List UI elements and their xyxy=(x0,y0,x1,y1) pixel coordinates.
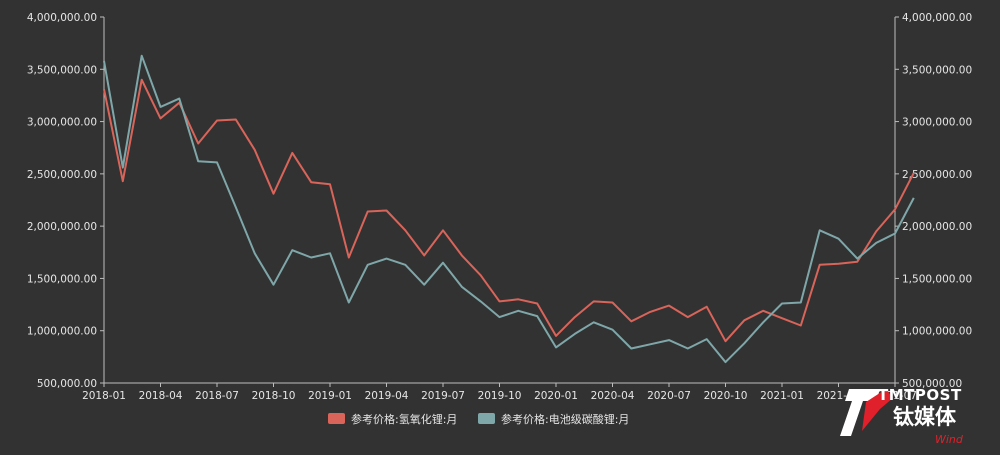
legend-item-lithium-hydroxide[interactable]: 参考价格:氢氧化锂:月 xyxy=(328,412,457,426)
legend-label-lithium-hydroxide: 参考价格:氢氧化锂:月 xyxy=(351,412,457,426)
series-layer xyxy=(103,54,915,364)
series-line-lithium-carbonate xyxy=(103,54,915,364)
left-tick-label: 2,500,000.00 xyxy=(27,169,97,181)
right-tick-label: 1,500,000.00 xyxy=(902,273,972,285)
left-tick-label: 1,500,000.00 xyxy=(27,273,97,285)
x-tick-label: 2018-07 xyxy=(195,390,239,402)
x-tick-label: 2019-07 xyxy=(421,390,465,402)
right-tick-label: 3,500,000.00 xyxy=(902,64,972,76)
x-tick-label: 2020-07 xyxy=(647,390,691,402)
right-tick-label: 500,000.00 xyxy=(902,378,962,390)
series-line-lithium-hydroxide xyxy=(103,78,915,343)
right-tick-label: 1,000,000.00 xyxy=(902,326,972,338)
x-ticks: 2018-01 2018-04 2018-07 2018-10 2019-01 2019-… xyxy=(82,383,917,402)
legend-swatch-lithium-hydroxide xyxy=(328,413,345,424)
tmtpost-logo-icon xyxy=(840,389,893,436)
right-y-ticks: 4,000,000.00 3,500,000.00 3,000,000.00 2,50… xyxy=(895,12,972,390)
x-tick-label: 2020-04 xyxy=(591,390,635,402)
x-tick-label: 2020-01 xyxy=(534,390,578,402)
left-tick-label: 2,000,000.00 xyxy=(27,221,97,233)
legend: 参考价格:氢氧化锂:月 参考价格:电池级碳酸锂:月 xyxy=(328,412,629,426)
x-tick-label: 2019-04 xyxy=(365,390,409,402)
watermark: TMTPOST 钛媒体 Wind xyxy=(840,386,964,446)
watermark-tmtpost: TMTPOST xyxy=(878,386,962,404)
legend-item-lithium-carbonate[interactable]: 参考价格:电池级碳酸锂:月 xyxy=(478,412,629,426)
watermark-wind: Wind xyxy=(935,433,964,446)
right-tick-label: 4,000,000.00 xyxy=(902,12,972,24)
left-tick-label: 1,000,000.00 xyxy=(27,326,97,338)
legend-swatch-lithium-carbonate xyxy=(478,413,495,424)
left-tick-label: 3,000,000.00 xyxy=(27,117,97,129)
right-tick-label: 2,500,000.00 xyxy=(902,169,972,181)
x-tick-label: 2018-01 xyxy=(82,390,126,402)
watermark-chinese: 钛媒体 xyxy=(893,405,957,429)
x-tick-label: 2020-10 xyxy=(704,390,748,402)
x-tick-label: 2019-10 xyxy=(478,390,522,402)
right-tick-label: 3,000,000.00 xyxy=(902,117,972,129)
left-tick-label: 4,000,000.00 xyxy=(27,12,97,24)
right-tick-label: 2,000,000.00 xyxy=(902,221,972,233)
left-y-ticks: 4,000,000.00 3,500,000.00 3,000,000.00 2,50… xyxy=(27,12,104,390)
x-tick-label: 2018-10 xyxy=(252,390,296,402)
left-tick-label: 500,000.00 xyxy=(37,378,97,390)
axes xyxy=(103,17,896,384)
x-tick-label: 2021-01 xyxy=(760,390,804,402)
x-tick-label: 2019-01 xyxy=(308,390,352,402)
left-tick-label: 3,500,000.00 xyxy=(27,64,97,76)
legend-label-lithium-carbonate: 参考价格:电池级碳酸锂:月 xyxy=(501,412,629,426)
x-tick-label: 2018-04 xyxy=(139,390,183,402)
